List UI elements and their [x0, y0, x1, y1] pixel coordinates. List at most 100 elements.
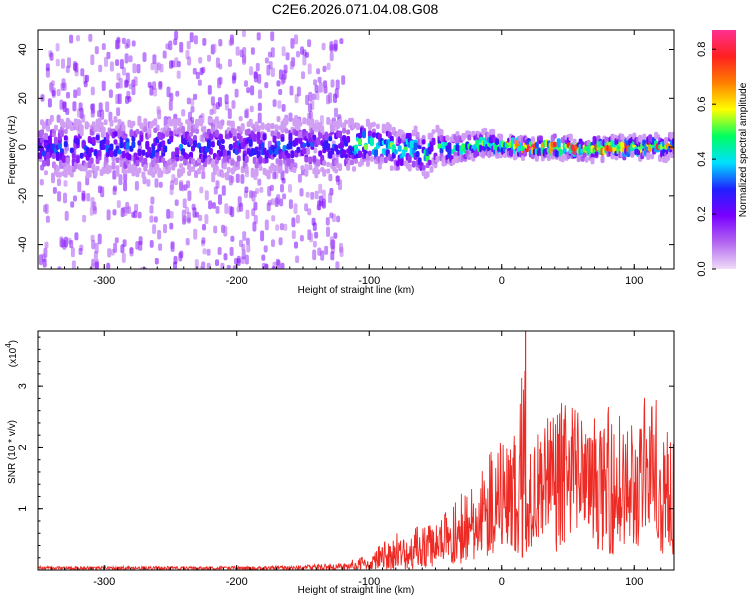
spectrogram-cell — [77, 181, 82, 193]
spectrogram-cell — [67, 165, 72, 172]
spectrogram-cell — [584, 156, 589, 163]
spectrogram-cell — [298, 136, 303, 145]
spectrogram-cell — [308, 156, 313, 165]
spectrogram-cell — [121, 252, 126, 263]
spectrogram-cell — [208, 117, 213, 124]
spectrogram-cell — [169, 210, 174, 219]
spectrogram-cell — [283, 64, 288, 74]
spectrogram-cell — [538, 135, 543, 141]
spectrogram-cell — [181, 109, 186, 117]
spectrogram-cell — [58, 159, 63, 169]
spectrogram-cell — [65, 65, 70, 74]
spectrogram-cell — [131, 211, 136, 218]
spectrogram-cell — [260, 230, 265, 242]
spectrogram-cell — [256, 32, 261, 41]
spectrogram-cell — [109, 143, 114, 151]
spectrogram-cell — [109, 150, 114, 158]
spectrogram-cell — [313, 147, 318, 154]
spectrogram-cell — [181, 126, 186, 134]
spectrogram-cell — [207, 54, 211, 62]
snr-panel: -300 -200 -100 0 100 1 2 3 Height of straight … — [4, 330, 675, 596]
spectrogram-cell — [79, 128, 84, 137]
spectrogram-cell — [153, 88, 157, 97]
spectrogram-cell — [82, 214, 87, 223]
spectrogram-cell — [318, 131, 323, 139]
spectrogram-cell — [365, 160, 370, 167]
spectrogram-cell — [199, 265, 204, 269]
spectrogram-cell — [91, 103, 96, 114]
spectrogram-cell — [568, 133, 573, 142]
spectrogram-cell — [248, 139, 253, 147]
spectrogram-cell — [76, 35, 80, 42]
spectrogram-cell — [90, 234, 95, 242]
spectrogram-cell — [151, 149, 156, 158]
spectrogram-cell — [267, 186, 272, 197]
spectrogram-cell — [61, 58, 65, 69]
spectrogram-cell — [174, 199, 179, 206]
spectrogram-cell — [131, 40, 136, 47]
spectrogram-cell — [228, 58, 232, 67]
spectrogram-cell — [344, 119, 349, 125]
spectrogram-cell — [191, 166, 195, 172]
spectrogram-cell — [133, 76, 138, 87]
spectrogram-cell — [93, 124, 98, 133]
spectrogram-cell — [258, 156, 263, 164]
spectrogram-cell — [264, 157, 269, 164]
spectrogram-cell — [183, 158, 188, 166]
spectrogram-cell — [215, 180, 220, 189]
spectrogram-cell — [116, 72, 121, 81]
spectrogram-cell — [307, 103, 312, 113]
spectrogram-cell — [435, 156, 440, 162]
spectrogram-cell — [369, 155, 374, 162]
spectrogram-cell — [427, 159, 432, 166]
spectrogram-cell — [192, 67, 197, 75]
spectrogram-cell — [437, 143, 442, 150]
spectrogram-cell — [72, 101, 77, 112]
spectrogram-cell — [74, 232, 79, 241]
colorbar-tick-label: 0.0 — [696, 261, 708, 276]
spectrogram-cell — [674, 150, 678, 157]
spectrogram-cell — [224, 172, 229, 181]
spectrogram-cell — [395, 165, 400, 171]
spectrogram-cell — [153, 127, 158, 134]
spectrogram-cell — [99, 121, 104, 128]
spectrogram-cell — [88, 33, 93, 42]
spectrogram-cell — [159, 63, 164, 73]
spectrogram-cell — [270, 130, 275, 137]
spectrogram-cell — [331, 245, 335, 254]
spectrogram-cell — [548, 146, 553, 154]
spectrogram-cell — [182, 198, 187, 209]
spectrogram-cell — [87, 169, 92, 178]
spectrogram-cell — [552, 141, 557, 148]
spectrogram-cell — [491, 128, 496, 137]
spectrogram-cell — [346, 129, 351, 135]
spectrogram-cell — [341, 75, 346, 85]
spectrogram-cell — [334, 88, 339, 99]
spectrogram-cell — [195, 128, 199, 134]
spectrogram-cell — [252, 135, 257, 142]
spectrogram-cell — [142, 52, 147, 62]
spectrogram-cell — [123, 169, 128, 175]
spectrogram-cell — [266, 172, 271, 180]
snr-scale-label: (x104) — [4, 340, 19, 367]
spectrogram-cell — [389, 165, 394, 171]
spectrogram-cell — [323, 82, 328, 92]
spectrogram-y-tick-label: -20 — [17, 188, 29, 204]
spectrogram-cell — [65, 157, 70, 165]
spectrogram-cell — [226, 166, 231, 174]
spectrogram-cell — [97, 233, 102, 245]
spectrogram-cell — [249, 190, 253, 199]
spectrogram-cell — [245, 209, 250, 220]
spectrogram-cell — [42, 123, 46, 130]
spectrogram-cell — [256, 150, 261, 159]
spectrogram-cell — [106, 209, 111, 221]
spectrogram-cell — [276, 140, 281, 147]
spectrogram-cell — [296, 86, 301, 97]
spectrogram-cell — [156, 106, 161, 115]
spectrogram-cell — [51, 172, 55, 184]
spectrogram-cell — [312, 249, 317, 261]
spectrogram-cell — [288, 184, 292, 193]
spectrogram-cell — [483, 138, 488, 146]
snr-y-tick-label: 3 — [17, 383, 29, 389]
spectrogram-cell — [91, 239, 96, 250]
